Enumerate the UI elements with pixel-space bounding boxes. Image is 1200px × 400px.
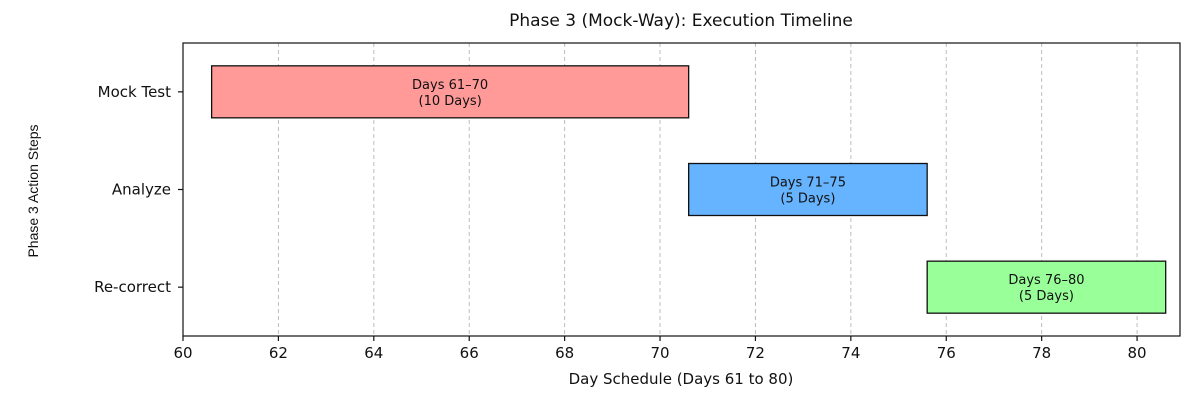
bar-label-range: Days 71–75 — [770, 176, 846, 191]
x-tick-label: 64 — [364, 344, 383, 362]
bar-label-duration: (5 Days) — [780, 192, 835, 207]
bar-label-duration: (10 Days) — [419, 94, 482, 109]
bar-label-range: Days 76–80 — [1008, 273, 1084, 288]
x-tick-label: 74 — [841, 344, 860, 362]
bar-label-duration: (5 Days) — [1019, 289, 1074, 304]
gantt-bar — [210, 65, 690, 119]
x-tick-label: 70 — [650, 344, 669, 362]
bar-label-range: Days 61–70 — [412, 78, 488, 93]
y-axis-label: Phase 3 Action Steps — [25, 124, 41, 257]
gantt-bar — [688, 162, 928, 217]
x-tick-label: 68 — [555, 344, 574, 362]
x-tick-label: 62 — [269, 344, 288, 362]
x-tick-label: 60 — [173, 344, 192, 362]
x-tick-label: 78 — [1032, 344, 1051, 362]
bars: Days 61–70(10 Days)Days 71–75(5 Days)Day… — [210, 65, 1167, 314]
y-category-label: Re-correct — [94, 278, 171, 296]
y-category-label: Mock Test — [98, 83, 171, 101]
axis-ticks: 60 62 64 66 68 70 72 74 76 78 80 Mock Test Analyze Re… — [94, 83, 1147, 362]
x-tick-label: 80 — [1128, 344, 1147, 362]
x-tick-label: 66 — [460, 344, 479, 362]
x-tick-label: 72 — [746, 344, 765, 362]
chart-title: Phase 3 (Mock-Way): Execution Timeline — [509, 11, 853, 31]
x-axis-label: Day Schedule (Days 61 to 80) — [569, 370, 794, 388]
y-category-label: Analyze — [112, 181, 171, 199]
x-tick-label: 76 — [937, 344, 956, 362]
gantt-bar — [926, 260, 1167, 314]
